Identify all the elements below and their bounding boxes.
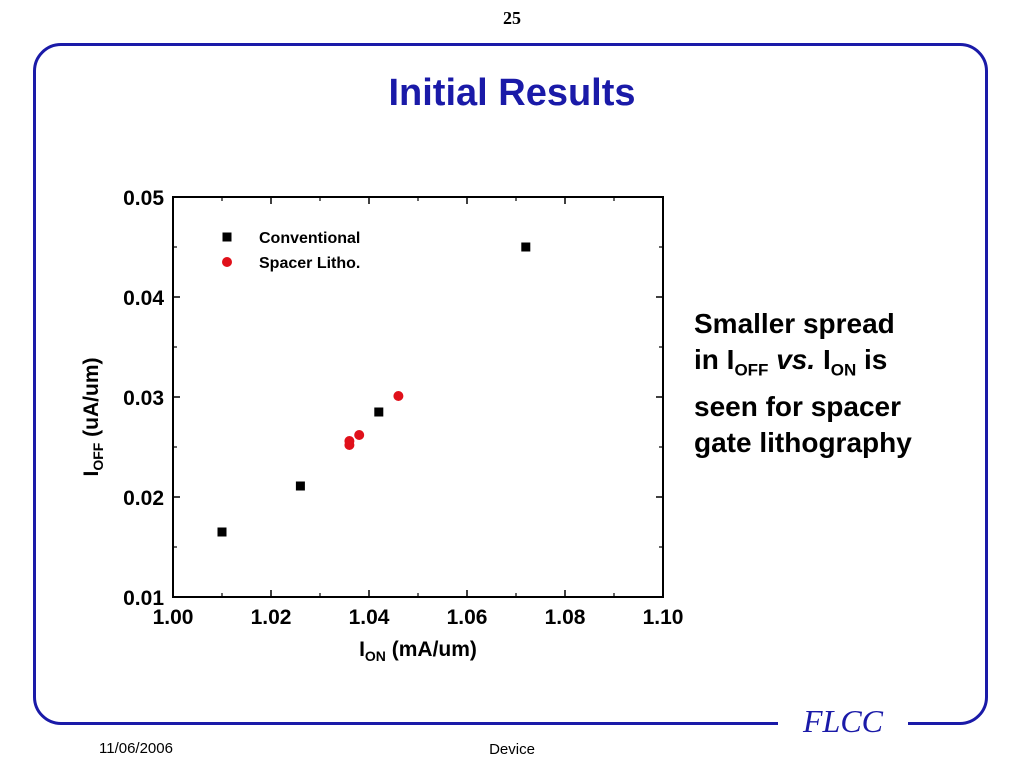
conventional-point	[295, 481, 305, 491]
x-tick-label: 1.02	[251, 606, 292, 629]
x-tick-label: 1.10	[643, 606, 684, 629]
logo-gap	[778, 705, 908, 745]
spacer-litho-point	[393, 391, 404, 401]
side-text-line-2: in IOFF vs. ION is	[694, 344, 888, 380]
y-axis-label: IOFF (uA/um)	[80, 358, 106, 477]
flcc-logo: FLCC	[802, 703, 884, 739]
legend-marker-spacer-litho	[222, 257, 232, 267]
slide-title: Initial Results	[388, 72, 636, 114]
conventional-point	[217, 527, 227, 537]
y-tick-label: 0.01	[123, 587, 164, 610]
side-text-line-1: Smaller spread	[694, 308, 895, 339]
plot-frame	[172, 196, 664, 598]
legend-marker-conventional	[222, 232, 232, 242]
x-tick-label: 1.08	[545, 606, 586, 629]
spacer-litho-point	[354, 430, 365, 440]
side-text: Smaller spread in IOFF vs. ION is seen f…	[694, 306, 994, 461]
y-tick-label: 0.03	[123, 387, 164, 410]
slide-frame	[33, 43, 988, 725]
page-number: 25	[503, 8, 521, 28]
x-tick-label: 1.00	[153, 606, 194, 629]
x-tick-label: 1.06	[447, 606, 488, 629]
conventional-point	[374, 407, 384, 417]
side-text-line-3: seen for spacer	[694, 390, 901, 422]
spacer-litho-point	[344, 436, 355, 446]
x-axis-label: ION (mA/um)	[359, 638, 477, 664]
y-tick-label: 0.05	[123, 187, 164, 210]
y-tick-label: 0.02	[123, 487, 164, 510]
conventional-point	[521, 242, 531, 252]
legend-label-spacer-litho: Spacer Litho.	[259, 255, 360, 272]
footer-center: Device	[489, 741, 535, 758]
side-text-line-4: gate lithography	[694, 426, 912, 458]
x-tick-label: 1.04	[349, 606, 390, 629]
y-tick-label: 0.04	[123, 287, 164, 310]
footer-date: 11/06/2006	[99, 740, 173, 757]
legend-label-conventional: Conventional	[259, 230, 360, 247]
